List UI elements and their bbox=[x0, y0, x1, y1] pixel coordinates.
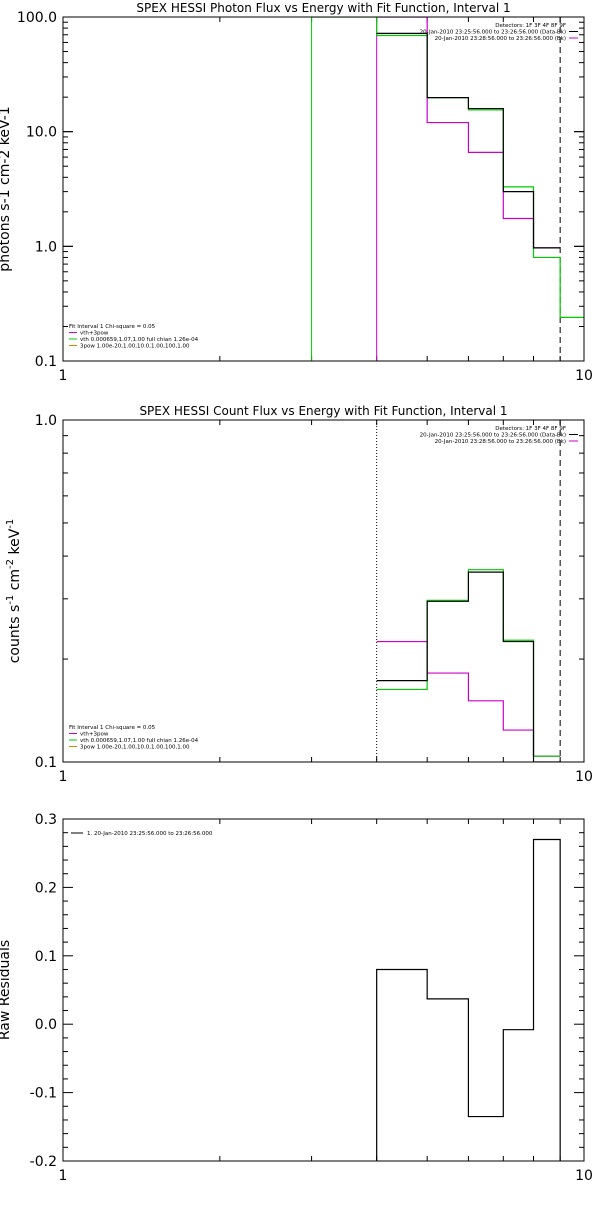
legend-entry: Fit Interval 1 Chi-square = 0.05 bbox=[69, 725, 156, 731]
panel-1-title: SPEX HESSI Photon Flux vs Energy with Fi… bbox=[136, 1, 510, 15]
legend-entry: 1. 20-Jan-2010 23:25:56.000 to 23:26:56.… bbox=[87, 831, 213, 837]
y-tick-label: -0.2 bbox=[30, 1154, 57, 1170]
panel-3-frame bbox=[62, 818, 585, 1162]
x-tick-label: 1 bbox=[59, 769, 68, 785]
panel-1: photons s-1 cm-2 keV-1 bbox=[0, 16, 585, 362]
panel-1-y-axis-label: photons s-1 cm-2 keV-1 bbox=[0, 106, 13, 271]
panel-2-y-axis-label: counts s-1 cm-2 keV-1 bbox=[5, 519, 23, 664]
y-tick-label: 0.2 bbox=[35, 880, 57, 896]
series-bk-step bbox=[376, 17, 561, 249]
legend-entry: Fit Interval 1 Chi-square = 0.05 bbox=[69, 324, 156, 330]
y-tick-label: 0.1 bbox=[35, 755, 57, 771]
panel-1-frame bbox=[62, 16, 585, 362]
series-data-step bbox=[376, 32, 561, 249]
y-tick-label: -0.1 bbox=[30, 1086, 57, 1102]
series-bk-step bbox=[376, 640, 561, 757]
panel-3-y-axis-label: Raw Residuals bbox=[0, 940, 13, 1040]
legend-entry: 3pow 1.00e-20,1.00,10.0,1.00,100,1.00 bbox=[80, 344, 190, 350]
y-tick-label: 0.3 bbox=[35, 812, 57, 828]
y-tick-label: 1.0 bbox=[35, 239, 57, 255]
y-tick-label: 0.1 bbox=[35, 354, 57, 370]
y-tick-label: 0.1 bbox=[35, 949, 57, 965]
x-tick-label: 1 bbox=[59, 1168, 68, 1184]
legend-entry: 20-Jan-2010 23:25:56.000 to 23:26:56.000… bbox=[420, 433, 566, 439]
series-data-step bbox=[376, 838, 561, 1161]
y-tick-label: 0.0 bbox=[35, 1017, 57, 1033]
legend-entry: 20-Jan-2010 23:25:56.000 to 23:26:56.000… bbox=[420, 30, 566, 36]
legend-entry: 3pow 1.00e-20,1.00,10.0,1.00,100,1.00 bbox=[80, 745, 190, 751]
panel-3: Raw Residuals bbox=[0, 818, 585, 1162]
legend-entry: Detectors: 1F 3F 4F 8F 9F bbox=[495, 426, 566, 432]
x-tick-label: 10 bbox=[575, 1168, 593, 1184]
legend-entry: vth+3pow bbox=[80, 331, 109, 337]
legend-entry: vth 0.000659,1.07,1.00 full chian 1.26e-… bbox=[80, 738, 199, 744]
legend-entry: Detectors: 1F 3F 4F 8F 9F bbox=[495, 23, 566, 29]
x-tick-label: 10 bbox=[575, 368, 593, 384]
legend-entry: 20-Jan-2010 23:28:56.000 to 23:26:56.000… bbox=[435, 36, 566, 42]
y-tick-label: 10.0 bbox=[26, 125, 57, 141]
series-data-step bbox=[376, 571, 561, 762]
legend-entry: vth 0.000659,1.07,1.00 full chian 1.26e-… bbox=[80, 337, 199, 343]
x-tick-label: 1 bbox=[59, 368, 68, 384]
y-tick-label: 1.0 bbox=[35, 413, 57, 429]
x-tick-label: 10 bbox=[575, 769, 593, 785]
legend-entry: 20-Jan-2010 23:28:56.000 to 23:26:56.000… bbox=[435, 439, 566, 445]
legend-entry: vth+3pow bbox=[80, 732, 109, 738]
y-tick-label: 100.0 bbox=[17, 10, 57, 26]
series-fit-step bbox=[311, 17, 584, 319]
panel-2-title: SPEX HESSI Count Flux vs Energy with Fit… bbox=[139, 404, 507, 418]
panel-2: counts s-1 cm-2 keV-1 bbox=[5, 419, 585, 763]
panel-2-frame bbox=[62, 419, 585, 763]
